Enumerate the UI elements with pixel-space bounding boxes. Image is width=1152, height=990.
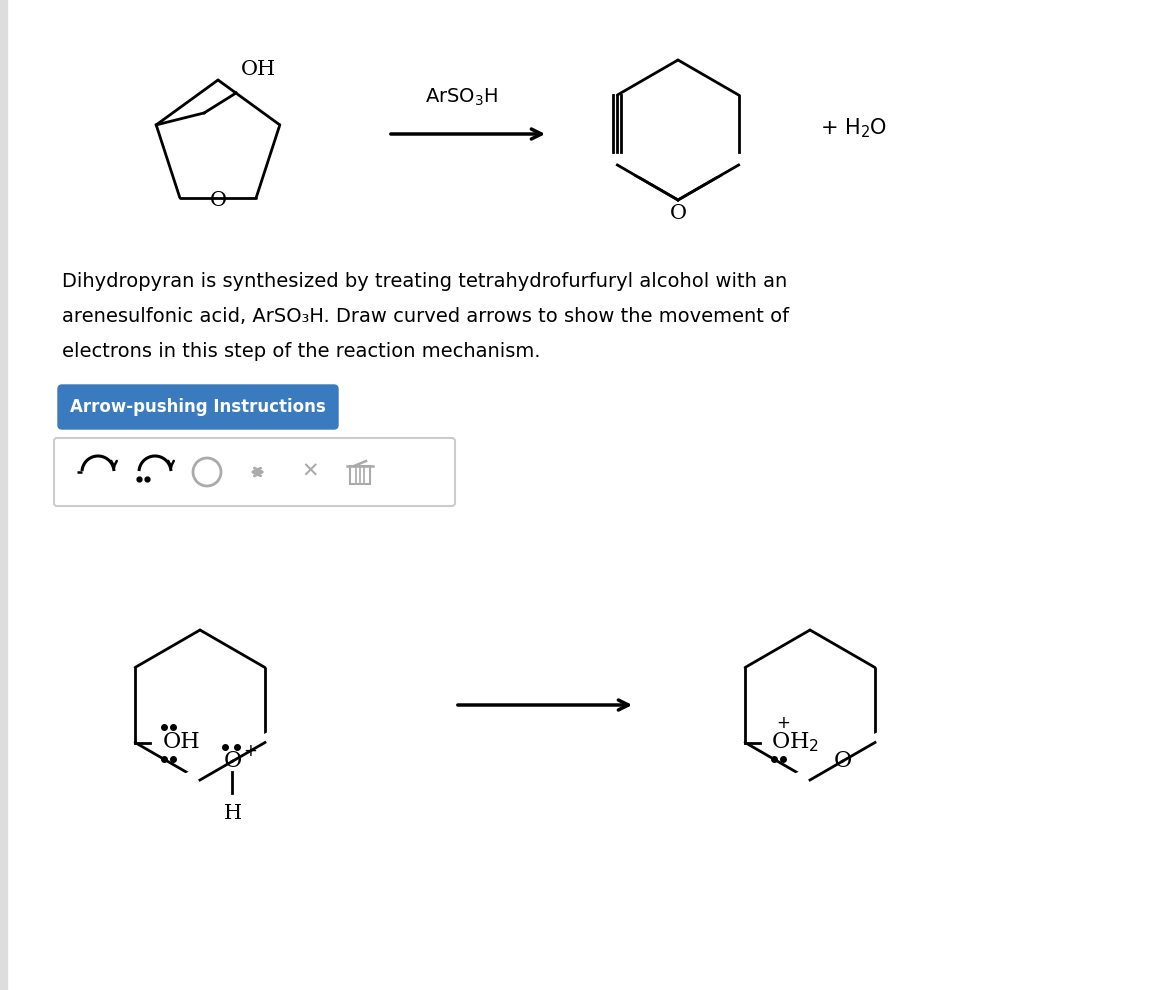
Text: Dihydropyran is synthesized by treating tetrahydrofurfuryl alcohol with an: Dihydropyran is synthesized by treating …	[62, 272, 787, 291]
FancyBboxPatch shape	[54, 438, 455, 506]
Text: OH: OH	[164, 732, 200, 753]
Text: O: O	[669, 204, 687, 223]
Text: O: O	[833, 750, 851, 772]
Text: + H$_2$O: + H$_2$O	[820, 116, 887, 140]
Text: electrons in this step of the reaction mechanism.: electrons in this step of the reaction m…	[62, 342, 540, 361]
Text: OH$_2$: OH$_2$	[771, 731, 819, 754]
Text: OH: OH	[241, 60, 276, 79]
Text: O: O	[223, 750, 242, 772]
Text: ✕: ✕	[302, 462, 319, 482]
Text: ArSO$_3$H: ArSO$_3$H	[425, 87, 499, 108]
FancyBboxPatch shape	[58, 385, 338, 429]
Text: Arrow-pushing Instructions: Arrow-pushing Instructions	[70, 398, 326, 416]
Text: H: H	[223, 804, 242, 824]
Bar	[0, 0, 7, 990]
Text: +: +	[776, 714, 790, 732]
Text: +: +	[243, 742, 257, 760]
Text: arenesulfonic acid, ArSO₃H. Draw curved arrows to show the movement of: arenesulfonic acid, ArSO₃H. Draw curved …	[62, 307, 789, 326]
Text: O: O	[210, 191, 227, 210]
